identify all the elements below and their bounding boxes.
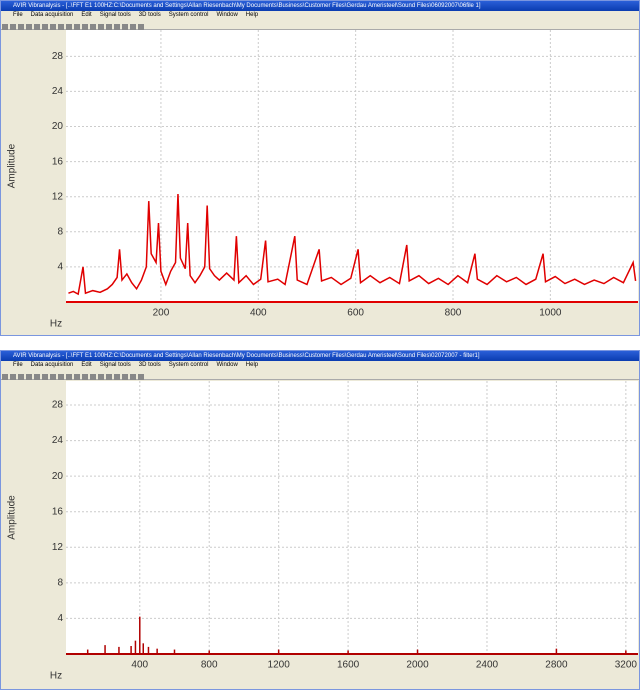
menu-item[interactable]: Data acquisition	[30, 362, 74, 368]
toolbar	[1, 19, 639, 30]
toolbar	[1, 369, 639, 380]
y-tick-label: 16	[52, 156, 64, 167]
x-tick-label: 400	[250, 308, 267, 319]
y-tick-label: 20	[52, 121, 64, 132]
x-tick-label: 800	[445, 308, 462, 319]
x-tick-label: 2800	[545, 660, 568, 671]
menu-item[interactable]: File	[13, 362, 23, 368]
x-axis-label: Hz	[50, 671, 62, 682]
menu-bar: File Data acquisition Edit Signal tools 3D t…	[1, 11, 639, 19]
x-axis-label: Hz	[50, 319, 62, 330]
y-tick-label: 8	[57, 578, 63, 589]
title-bar: AVIR Vibranalysis - [..\FFT E1 100HZ:C:\…	[1, 351, 639, 361]
x-tick-label: 3200	[615, 660, 638, 671]
menu-item[interactable]: System control	[168, 362, 209, 368]
spectrum-line	[68, 194, 637, 296]
menu-item[interactable]: Window	[216, 362, 238, 368]
menu-item[interactable]: 3D tools	[138, 12, 161, 18]
chart: 4 8 12 16 20 24 28 400 800 1200 1600 2000 2400 2800 32…	[7, 381, 638, 682]
y-tick-label: 24	[52, 435, 64, 446]
y-tick-label: 24	[52, 86, 64, 97]
x-tick-label: 1600	[337, 660, 360, 671]
menu-item[interactable]: Window	[216, 12, 238, 18]
y-tick-label: 4	[57, 613, 63, 624]
y-axis-label: Amplitude	[7, 495, 18, 540]
y-axis-label: Amplitude	[7, 143, 18, 188]
menu-item[interactable]: Help	[245, 362, 259, 368]
menu-item[interactable]: Signal tools	[99, 12, 131, 18]
menu-item[interactable]: Signal tools	[99, 362, 131, 368]
y-tick-label: 16	[52, 506, 64, 517]
title-bar: AVIR Vibranalysis - [..\FFT E1 100HZ:C:\…	[1, 1, 639, 11]
menu-item[interactable]: File	[13, 12, 23, 18]
x-tick-label: 1200	[268, 660, 291, 671]
x-tick-label: 600	[347, 308, 364, 319]
plot-area	[66, 381, 638, 654]
x-tick-label: 200	[153, 308, 170, 319]
menu-item[interactable]: Edit	[81, 362, 92, 368]
y-tick-label: 4	[57, 262, 63, 273]
menu-item[interactable]: System control	[168, 12, 209, 18]
chart: 4 8 12 16 20 24 28 200 400 600 800 1000 Amplitude Hz	[7, 30, 638, 330]
menu-item[interactable]: 3D tools	[138, 362, 161, 368]
plot-area	[66, 30, 638, 302]
menu-item[interactable]: Data acquisition	[30, 12, 74, 18]
y-tick-label: 20	[52, 471, 64, 482]
y-tick-label: 8	[57, 226, 63, 237]
y-tick-label: 28	[52, 51, 64, 62]
menu-item[interactable]: Help	[245, 12, 259, 18]
y-tick-label: 28	[52, 400, 64, 411]
x-tick-label: 2400	[476, 660, 499, 671]
x-tick-label: 800	[201, 660, 218, 671]
y-tick-label: 12	[52, 191, 64, 202]
x-tick-label: 2000	[406, 660, 429, 671]
x-tick-label: 400	[131, 660, 148, 671]
menu-bar: File Data acquisition Edit Signal tools 3D t…	[1, 361, 639, 369]
x-tick-label: 1000	[539, 308, 562, 319]
menu-item[interactable]: Edit	[81, 12, 92, 18]
y-tick-label: 12	[52, 542, 64, 553]
